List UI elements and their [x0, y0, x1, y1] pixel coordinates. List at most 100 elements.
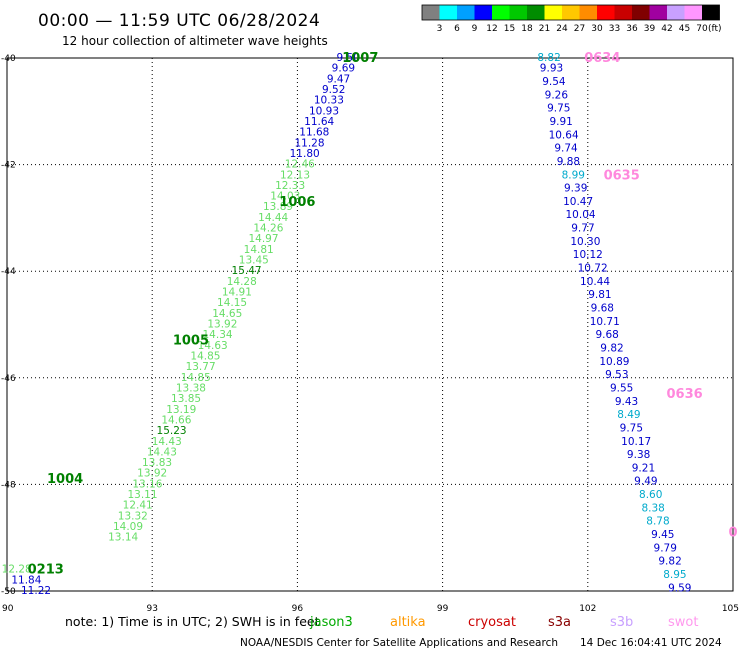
satellite-label: swot: [668, 615, 698, 630]
wave-height-label: 14.15: [217, 297, 247, 309]
wave-height-label: 10.93: [309, 105, 339, 117]
y-tick-label: -50: [1, 587, 16, 597]
cycle-label: 1007: [342, 51, 378, 66]
wave-height-label: 9.53: [605, 369, 628, 381]
wave-height-label: 8.82: [537, 52, 560, 64]
wave-height-label: 11.64: [304, 116, 334, 128]
satellite-label: jason3: [309, 615, 353, 630]
wave-height-label: 10.12: [573, 249, 603, 261]
x-tick-label: 93: [146, 604, 157, 614]
x-tick-label: 99: [437, 604, 449, 614]
credit-text: NOAA/NESDIS Center for Satellite Applica…: [240, 637, 558, 649]
cycle-label: 0635: [604, 168, 640, 183]
wave-height-label: 13.38: [176, 382, 206, 394]
wave-height-label: 14.65: [212, 308, 242, 320]
wave-height-label: 9.93: [540, 63, 563, 75]
wave-height-label: 14.34: [203, 329, 233, 341]
legend-swatch: [667, 5, 685, 20]
wave-height-label: 9.21: [632, 462, 655, 474]
wave-height-label: 13.32: [118, 510, 148, 522]
wave-height-label: 12.33: [275, 180, 305, 192]
legend-swatch: [597, 5, 615, 20]
x-tick-label: 96: [292, 604, 304, 614]
wave-height-label: 11.80: [290, 148, 320, 160]
wave-height-label: 13.45: [239, 255, 269, 267]
wave-height-label: 12.13: [280, 169, 310, 181]
legend-label: 42: [661, 24, 672, 34]
wave-height-label: 14.63: [198, 340, 228, 352]
wave-height-label: 9.91: [549, 116, 572, 128]
wave-height-label: 15.47: [232, 265, 262, 277]
wave-height-label: 14.28: [227, 276, 257, 288]
satellite-legend: jason3 altika cryosat s3a s3b swot: [309, 615, 698, 630]
wave-height-label: 9.79: [654, 542, 677, 554]
wave-height-label: 14.85: [181, 372, 211, 384]
legend-unit: (ft): [708, 24, 722, 34]
wave-height-label: 11.22: [21, 585, 51, 597]
wave-height-label: 14.03: [270, 191, 300, 203]
footer: note: 1) Time is in UTC; 2) SWH is in fe…: [65, 614, 722, 649]
wave-height-label: 9.55: [610, 382, 633, 394]
wave-height-label: 8.99: [562, 169, 585, 181]
wave-height-label: 11.28: [294, 137, 324, 149]
wave-height-label: 13.89: [263, 201, 293, 213]
legend-swatch: [649, 5, 667, 20]
wave-height-label: 9.26: [545, 89, 569, 101]
wave-height-label: 10.64: [549, 129, 579, 141]
legend-swatch: [492, 5, 510, 20]
wave-height-label: 13.16: [132, 478, 162, 490]
wave-height-label: 13.11: [127, 489, 157, 501]
wave-height-label: 9.54: [542, 76, 566, 88]
legend-swatch: [457, 5, 475, 20]
legend-label: 45: [679, 24, 690, 34]
wave-height-label: 15.23: [157, 425, 187, 437]
satellite-label: s3a: [548, 615, 571, 630]
cycle-label: 0634: [584, 51, 620, 66]
cycle-label: 0213: [28, 563, 64, 578]
legend-label: 24: [556, 24, 568, 34]
satellite-label: s3b: [610, 615, 633, 630]
wave-height-label: 9.43: [615, 396, 638, 408]
legend-label: 36: [626, 24, 638, 34]
plot-frame: [6, 57, 734, 592]
color-legend: 3 6 9 12 15 18 21 24 27 30 33 36 39 42 45 70 (ft): [421, 4, 722, 34]
wave-height-labels: 8.829.939.549.269.759.9110.649.749.888.9…: [2, 52, 692, 597]
wave-height-label: 10.89: [599, 356, 629, 368]
wave-height-label: 9.38: [627, 449, 650, 461]
legend-label: 9: [472, 24, 478, 34]
legend-swatch: [474, 5, 492, 20]
wave-height-label: 13.14: [108, 532, 138, 544]
wave-height-label: 13.92: [207, 319, 237, 331]
legend-label: 33: [609, 24, 620, 34]
cycle-labels: 0634 0635 0636 0 1007 1006 1005 1004 0213: [28, 51, 738, 578]
wave-height-label: 14.91: [222, 287, 252, 299]
legend-label: 30: [591, 24, 603, 34]
wave-height-label: 9.74: [554, 143, 578, 155]
map-subtitle: 12 hour collection of altimeter wave hei…: [62, 34, 328, 48]
legend-swatch: [422, 5, 440, 20]
wave-height-label: 14.26: [253, 223, 283, 235]
legend-swatch: [439, 5, 457, 20]
wave-height-label: 10.47: [563, 196, 593, 208]
legend-label: 21: [539, 24, 550, 34]
legend-label: 70: [696, 24, 708, 34]
wave-height-label: 9.77: [571, 223, 594, 235]
y-tick-labels: -40 -42 -44 -46 -48 -50: [1, 54, 16, 597]
legend-swatch: [702, 5, 720, 20]
x-tick-label: 90: [2, 604, 14, 614]
legend-label: 18: [521, 24, 533, 34]
x-tick-labels: 90 93 96 99 102 105: [2, 604, 739, 614]
legend-frame: [421, 4, 720, 21]
legend-swatch: [614, 5, 632, 20]
wave-height-label: 8.60: [639, 489, 662, 501]
wave-height-label: 12.41: [123, 500, 153, 512]
wave-height-label: 9.52: [322, 84, 345, 96]
satellite-label: altika: [390, 615, 426, 630]
wave-height-label: 10.17: [621, 436, 651, 448]
wave-height-label: 9.88: [557, 156, 580, 168]
legend-label: 12: [486, 24, 497, 34]
y-tick-label: -42: [1, 161, 16, 171]
wave-height-label: 13.92: [137, 468, 167, 480]
legend-label: 6: [454, 24, 460, 34]
legend-swatch: [579, 5, 597, 20]
